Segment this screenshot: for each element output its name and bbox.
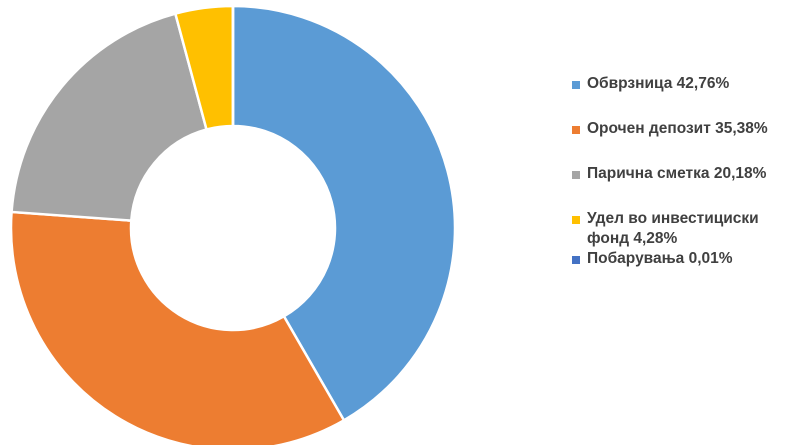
- legend-label-obvrznica: Обврзница 42,76%: [587, 75, 730, 92]
- legend-swatch-parichna-smetka: [572, 171, 580, 179]
- legend-label-udel-investiciski-fond: Удел во инвестициски фонд 4,28%: [587, 210, 759, 247]
- legend-swatch-orochen-depozit: [572, 126, 580, 134]
- legend-item-obvrznica: Обврзница 42,76%: [572, 74, 804, 94]
- legend-swatch-obvrznica: [572, 81, 580, 89]
- chart-legend: Обврзница 42,76% Орочен депозит 35,38% П…: [572, 74, 804, 269]
- legend-label-pobaruvanja: Побарувања 0,01%: [587, 250, 733, 267]
- donut-slices: [9, 4, 457, 445]
- legend-item-pobaruvanja: Побарувања 0,01%: [572, 249, 804, 269]
- legend-item-parichna-smetka: Парична сметка 20,18%: [572, 164, 804, 184]
- legend-label-parichna-smetka: Парична сметка 20,18%: [587, 165, 767, 182]
- legend-label-orochen-depozit: Орочен депозит 35,38%: [587, 120, 768, 137]
- legend-item-udel-investiciski-fond: Удел во инвестициски фонд 4,28%: [572, 209, 804, 249]
- legend-swatch-pobaruvanja: [572, 256, 580, 264]
- legend-swatch-udel-investiciski-fond: [572, 216, 580, 224]
- donut-slice-2: [10, 12, 209, 222]
- donut-chart: [9, 4, 457, 445]
- donut-slice-1: [9, 210, 346, 445]
- legend-item-orochen-depozit: Орочен депозит 35,38%: [572, 119, 804, 139]
- donut-slice-0: [231, 4, 457, 423]
